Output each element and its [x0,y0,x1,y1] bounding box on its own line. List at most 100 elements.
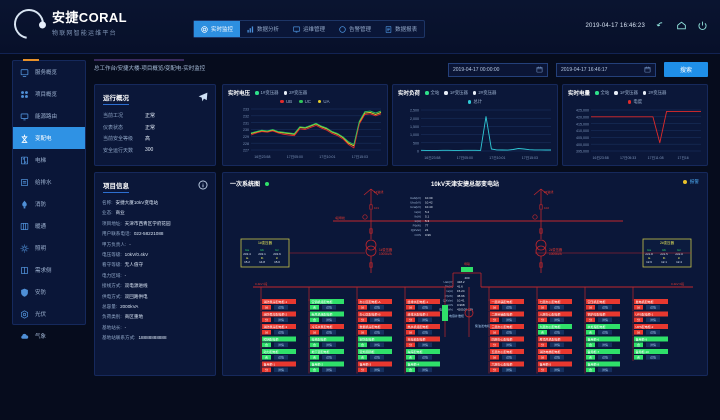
nav-item-data-report[interactable]: 数据报表 [378,21,424,37]
svg-text:232.4: 232.4 [243,252,251,256]
legend-swatch-icon [280,99,284,104]
svg-text:17日05:33: 17日05:33 [620,156,636,160]
svg-text:101: 101 [374,206,379,210]
sidebar-item-service-overview[interactable]: 服务概览 [13,61,85,83]
svg-text:室外照明柜: 室外照明柜 [360,349,375,354]
svg-text:2,000: 2,000 [410,117,419,121]
sidebar-item-label: 暖通 [35,224,47,230]
svg-text:UPS配电柜-1: UPS配电柜-1 [636,312,654,317]
chart-series-toggle[interactable]: 2#变压器 [283,90,307,96]
send-plane-icon[interactable] [198,92,208,102]
svg-text:Ic: Ic [678,256,681,260]
main-nav[interactable]: 实时监控 数据分析 运维管理 告警管理 数据报表 [193,20,426,38]
sidebar-nav[interactable]: 服务概览 项目概览 能源路由 变配电 电梯 给排水 消防 暖通 照明 需求侧 安… [12,59,86,340]
date-start-input[interactable]: 2019-04-17 00:00:00 [448,62,548,77]
svg-text:Ib(A): Ib(A) [414,214,421,218]
power-icon[interactable] [697,20,708,31]
chart-series-toggle[interactable]: 1#变压器 [255,90,279,96]
sidebar-item-security[interactable]: 安防 [13,281,85,303]
svg-text:母联: 母联 [464,261,470,266]
sidebar-item-solar[interactable]: 光伏 [13,303,85,325]
svg-text:5.2: 5.2 [425,210,430,214]
svg-text:232.6: 232.6 [273,252,281,256]
sidebar-item-elevator[interactable]: 电梯 [13,149,85,171]
calendar-icon[interactable] [536,66,543,73]
svg-text:418.2: 418.2 [457,280,465,284]
chart-legend: 总计 [393,99,557,105]
svg-text:备用柜-8: 备用柜-8 [588,362,600,367]
chart-plot-area[interactable]: 2,500 2,000 1,500 1,000 500 0 16日23:58 17日05:00… [397,107,553,161]
svg-text:400: 400 [464,276,469,280]
svg-text:详情: 详情 [602,367,608,372]
svg-text:分: 分 [541,305,544,310]
sidebar-item-substation[interactable]: 变配电 [13,127,85,149]
nav-item-ops-management[interactable]: 运维管理 [286,21,332,37]
svg-text:消防泵房配电柜-2: 消防泵房配电柜-2 [264,312,288,317]
search-button[interactable]: 搜索 [664,62,708,77]
row-key: 仪表状态 [103,124,124,131]
svg-text:420105.129: 420105.129 [457,308,473,312]
sidebar-item-weather[interactable]: 气象 [13,325,85,347]
chart-series-toggle[interactable]: 全站 [595,90,609,96]
substation-icon [20,134,29,143]
chart-series-toggle[interactable]: 1#变压器 [444,90,468,96]
chart-title: 实时电量 [568,91,591,97]
svg-text:详情: 详情 [602,355,608,360]
legend-item[interactable]: UB [280,99,292,104]
back-icon[interactable] [655,20,666,31]
svg-text:14.8: 14.8 [259,260,265,264]
svg-text:详情: 详情 [422,355,428,360]
chart-plot-area[interactable]: 233 232 231 230 229 228 227 16日23:58 17日05:00 17日… [227,106,383,160]
legend-label: UA [323,99,330,104]
chart-series-toggle[interactable]: 2#变压器 [472,90,496,96]
svg-text:详情: 详情 [650,330,656,335]
svg-text:102: 102 [544,206,549,210]
diagram-canvas[interactable]: 1#进线 101 2#进线 102 I段母线 Uab(kV) 10.39 Ubc(kV) 10.… [223,187,709,377]
chart-series-toggle[interactable]: 1#变压器 [614,90,638,96]
sidebar-item-water[interactable]: 给排水 [13,171,85,193]
filter-toolbar[interactable]: 2019-04-17 00:00:00 2019-04-17 16:46:17 … [448,62,708,77]
svg-text:详情: 详情 [374,305,380,310]
sidebar-item-label: 电梯 [35,158,47,164]
calendar-icon[interactable] [644,66,651,73]
sidebar-item-demand-side[interactable]: 需求侧 [13,259,85,281]
svg-text:合: 合 [313,305,316,310]
legend-item[interactable]: UC [299,99,311,104]
chart-plot-area[interactable]: 425,000 420,000 415,000 410,000 405,000 400,0… [567,107,703,161]
svg-text:详情: 详情 [650,355,656,360]
energy-chart-panel: 实时电量 全站 1#变压器 2#变压器 电度 425,000 420,000 415,000 4… [562,84,708,166]
brand-subtitle: 物联网智能运维平台 [52,31,117,37]
sidebar-item-project-overview[interactable]: 项目概览 [13,83,85,105]
panel-title: 项目信息 [103,183,129,190]
info-circle-icon[interactable] [198,180,208,190]
row-value: 022-58221088 [133,231,164,237]
chart-series-toggle[interactable]: 全站 [425,90,439,96]
sidebar-item-energy-route[interactable]: 能源路由 [13,105,85,127]
row-key: 用户联系电话: [102,231,131,237]
svg-text:详情: 详情 [554,355,560,360]
legend-item[interactable]: UA [317,99,330,104]
sidebar-item-hvac[interactable]: 暖通 [13,215,85,237]
svg-text:232.1: 232.1 [258,252,266,256]
date-end-input[interactable]: 2019-04-17 16:46:17 [556,62,656,77]
svg-text:231.8: 231.8 [645,252,653,256]
svg-text:详情: 详情 [422,305,428,310]
nav-item-alarm-management[interactable]: 告警管理 [332,21,378,37]
svg-text:2#进线: 2#进线 [544,189,553,194]
toggle-dot-icon [614,91,618,95]
chart-series-toggle[interactable]: 2#变压器 [642,90,666,96]
home-icon[interactable] [676,20,687,31]
run-status-list: 当前工况 正常 仪表状态 正常 当前安全等级 高 安全运行天数 300 [95,105,215,154]
nav-item-data-analysis[interactable]: 数据分析 [240,21,286,37]
legend-item[interactable]: 总计 [467,99,482,105]
project-info-row: 电力区域: - [102,273,208,279]
svg-text:0.4kV II段: 0.4kV II段 [671,281,684,286]
project-info-row: 用户联系电话: 022-58221088 [102,231,208,237]
sidebar-item-label: 服务概览 [35,70,58,76]
svg-text:分: 分 [409,317,412,322]
legend-item[interactable]: 电度 [627,99,642,105]
nav-item-realtime-monitor[interactable]: 实时监控 [194,21,241,37]
sidebar-item-fire[interactable]: 消防 [13,193,85,215]
svg-text:空调机组配电柜: 空调机组配电柜 [312,299,333,304]
sidebar-item-lighting[interactable]: 照明 [13,237,85,259]
